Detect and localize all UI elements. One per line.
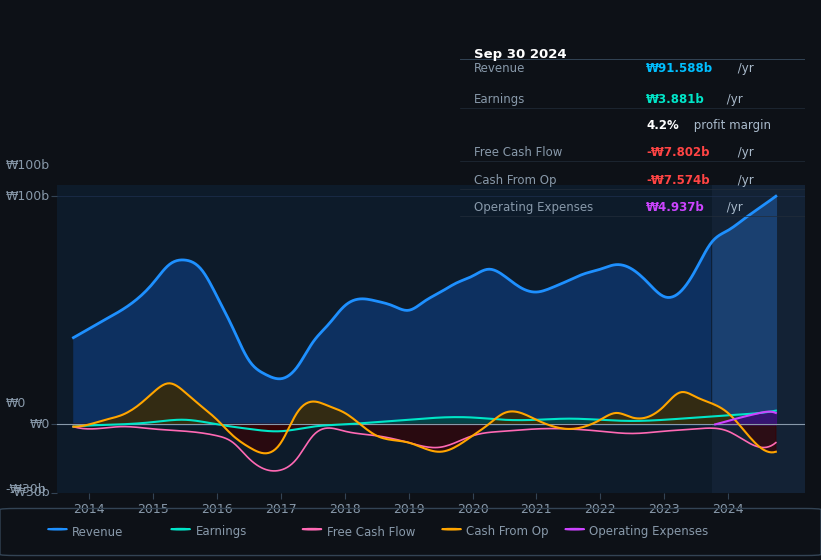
Text: Revenue: Revenue	[72, 525, 124, 539]
Text: /yr: /yr	[734, 146, 754, 159]
Text: -₩7.574b: -₩7.574b	[646, 174, 709, 187]
Text: /yr: /yr	[734, 62, 754, 75]
Text: profit margin: profit margin	[690, 119, 771, 132]
Text: /yr: /yr	[734, 174, 754, 187]
Text: 4.2%: 4.2%	[646, 119, 679, 132]
Text: ₩4.937b: ₩4.937b	[646, 201, 704, 214]
Text: ₩100b: ₩100b	[5, 160, 49, 172]
Circle shape	[48, 529, 67, 530]
Bar	[712, 174, 805, 504]
Text: Earnings: Earnings	[474, 94, 525, 106]
Text: Cash From Op: Cash From Op	[466, 525, 548, 539]
Circle shape	[302, 529, 322, 530]
Text: /yr: /yr	[723, 94, 743, 106]
Circle shape	[565, 529, 585, 530]
Text: Operating Expenses: Operating Expenses	[474, 201, 593, 214]
Text: Earnings: Earnings	[195, 525, 247, 539]
Text: ₩100b: ₩100b	[6, 190, 50, 203]
Text: ₩91.588b: ₩91.588b	[646, 62, 713, 75]
Text: -₩30b: -₩30b	[5, 483, 46, 496]
Text: Free Cash Flow: Free Cash Flow	[474, 146, 562, 159]
Circle shape	[171, 529, 190, 530]
Text: ₩0: ₩0	[30, 418, 50, 431]
Text: ₩3.881b: ₩3.881b	[646, 94, 704, 106]
Text: -₩7.802b: -₩7.802b	[646, 146, 709, 159]
Text: /yr: /yr	[723, 201, 743, 214]
Circle shape	[442, 529, 461, 530]
Text: Sep 30 2024: Sep 30 2024	[474, 48, 566, 60]
Text: Free Cash Flow: Free Cash Flow	[327, 525, 415, 539]
Text: ₩0: ₩0	[5, 396, 25, 409]
Text: Operating Expenses: Operating Expenses	[589, 525, 709, 539]
Text: -₩30b: -₩30b	[9, 486, 50, 500]
Text: Revenue: Revenue	[474, 62, 525, 75]
Text: Cash From Op: Cash From Op	[474, 174, 556, 187]
